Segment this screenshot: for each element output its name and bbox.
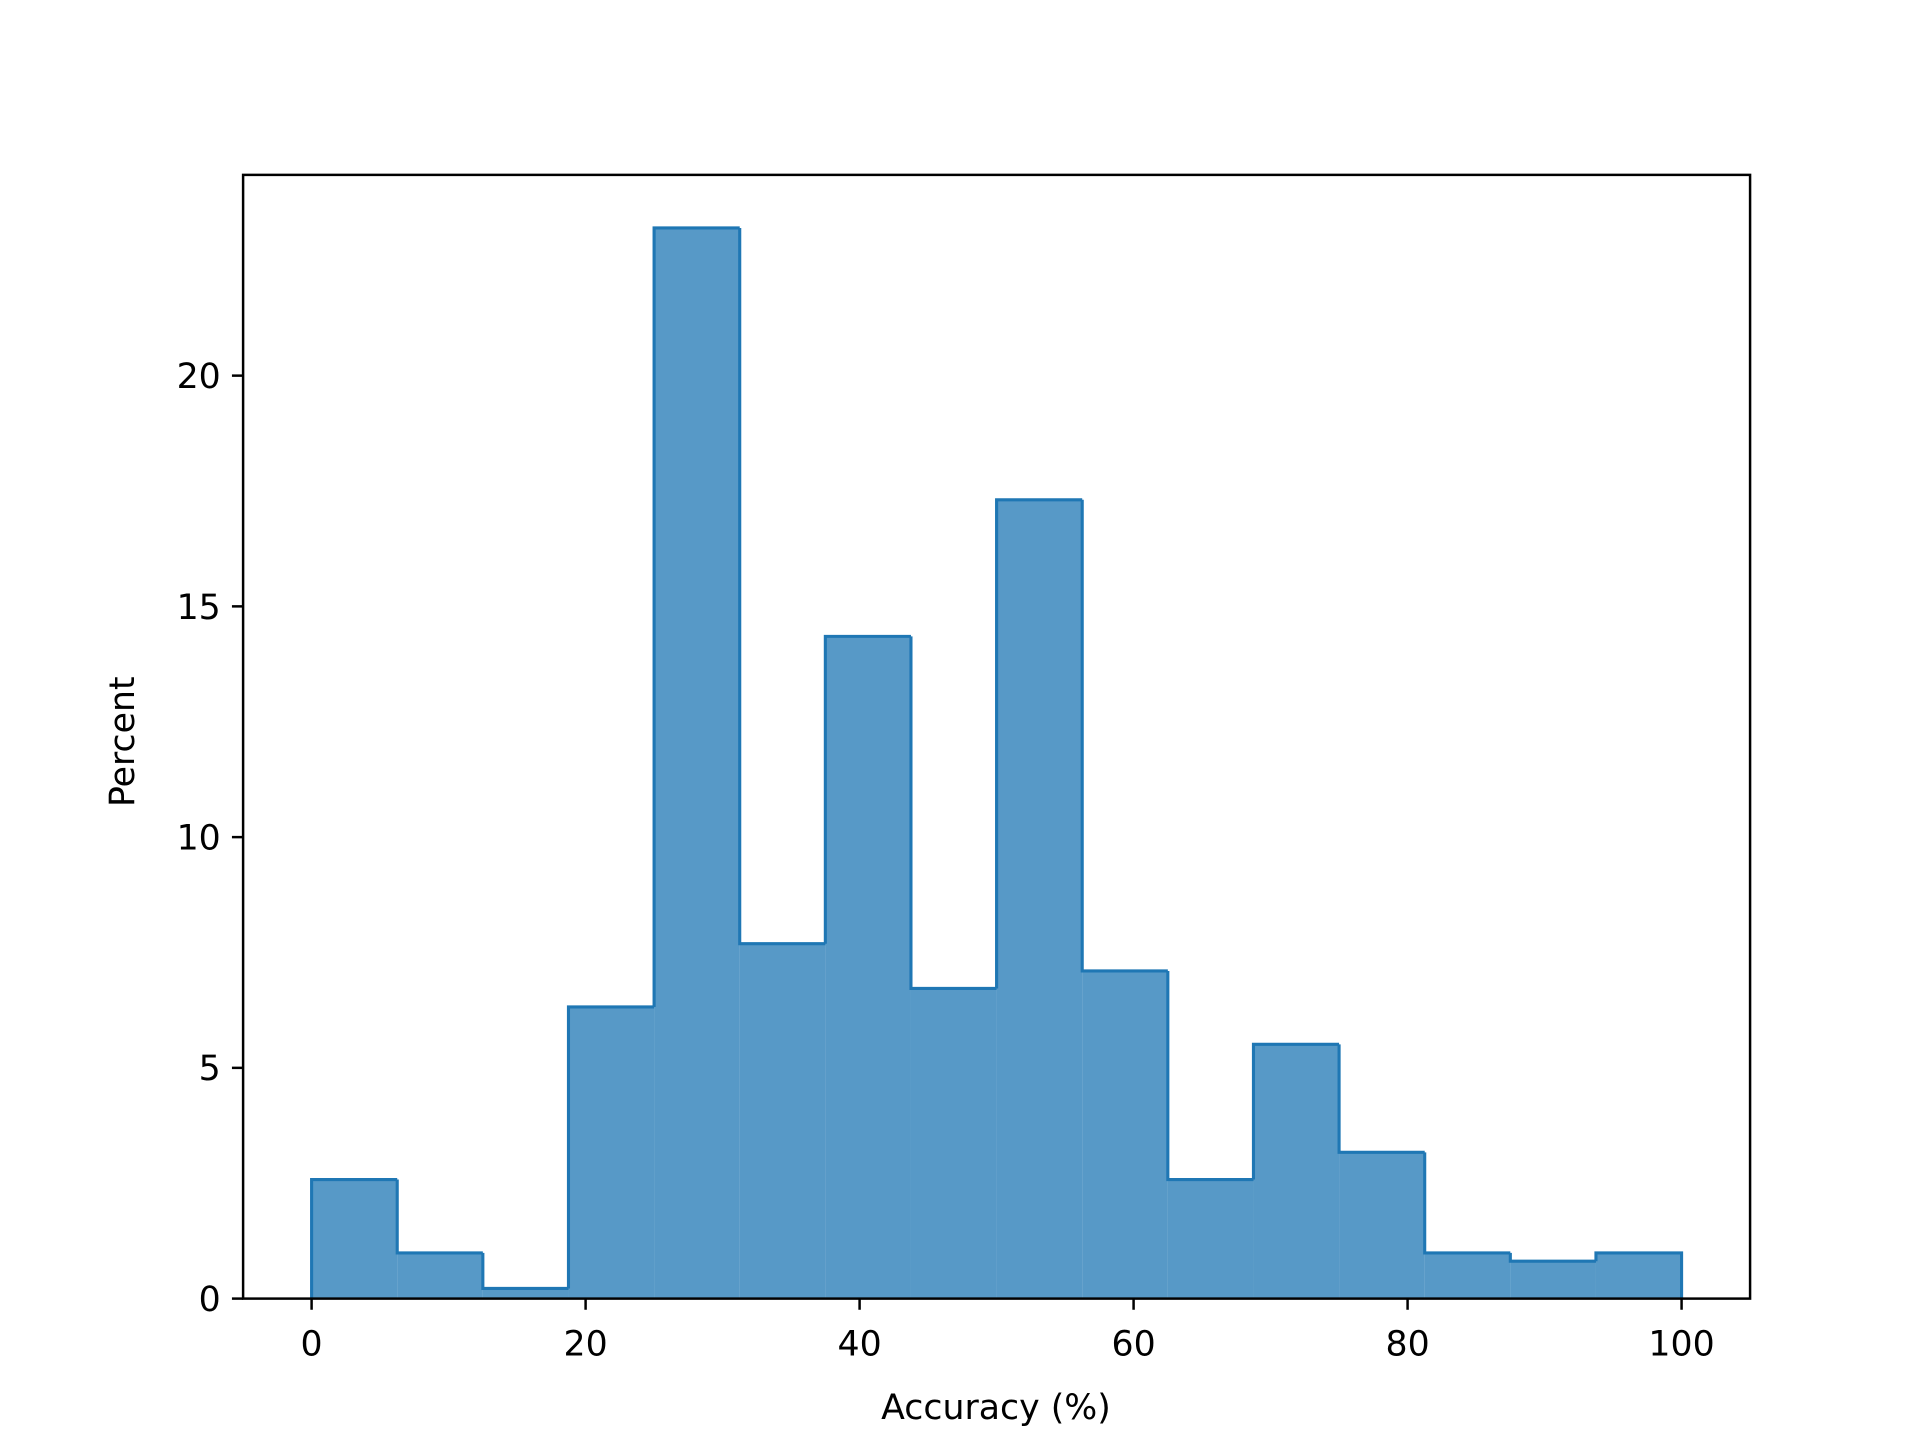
- histogram-bar: [397, 1252, 483, 1299]
- histogram-bar: [910, 988, 997, 1299]
- histogram-bar: [654, 227, 740, 1299]
- histogram-bar: [1339, 1152, 1425, 1299]
- histogram-outline: [1166, 970, 1254, 1182]
- x-tick-label: 40: [837, 1325, 881, 1365]
- histogram-outline: [738, 227, 826, 946]
- plot-frame: [241, 173, 1752, 1300]
- histogram-outline: [481, 1252, 569, 1290]
- histogram-outline: [1594, 1251, 1684, 1299]
- histogram-outline: [1337, 1044, 1425, 1154]
- y-axis-label: Percent: [103, 676, 143, 807]
- y-tick-label: 10: [177, 819, 221, 859]
- histogram-bar: [996, 499, 1083, 1299]
- histogram-outline: [1080, 499, 1168, 973]
- x-tick-label: 80: [1385, 1325, 1429, 1365]
- x-axis-label: Accuracy (%): [881, 1388, 1111, 1428]
- histogram-outline: [995, 498, 1083, 989]
- histogram-outline: [1508, 1252, 1596, 1263]
- histogram-bar: [1082, 970, 1168, 1299]
- histogram-bar: [825, 636, 911, 1299]
- histogram-bar: [1510, 1261, 1596, 1299]
- x-tick-label: 0: [301, 1325, 323, 1365]
- histogram-bar: [1595, 1252, 1682, 1299]
- histogram-bar: [1167, 1179, 1254, 1299]
- y-tick-label: 15: [177, 588, 221, 628]
- histogram-outline: [310, 1177, 398, 1299]
- histogram-bar: [311, 1179, 398, 1299]
- histogram-bar: [1424, 1252, 1511, 1299]
- histogram-outline: [1251, 1042, 1340, 1180]
- histogram-bar: [482, 1288, 569, 1299]
- x-tick-label: 100: [1648, 1325, 1714, 1365]
- histogram-outline: [395, 1179, 483, 1255]
- histogram-outline: [823, 634, 911, 944]
- histogram-outline: [1423, 1152, 1511, 1255]
- y-tick-label: 0: [199, 1280, 221, 1320]
- histogram-outline: [566, 1005, 655, 1289]
- histogram-bar: [739, 943, 826, 1299]
- y-tick-label: 20: [177, 357, 221, 397]
- histogram-bar: [568, 1006, 655, 1299]
- histogram-outline: [652, 226, 740, 1007]
- y-tick-label: 5: [199, 1049, 221, 1089]
- histogram-outline: [909, 636, 997, 991]
- x-tick-label: 20: [564, 1325, 608, 1365]
- histogram-bar: [1253, 1044, 1340, 1299]
- x-tick-label: 60: [1111, 1325, 1155, 1365]
